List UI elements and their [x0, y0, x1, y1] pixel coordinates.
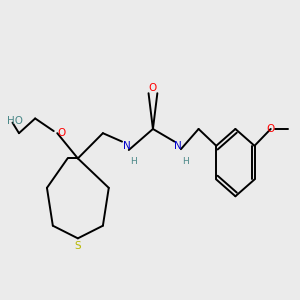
Text: N: N [174, 141, 182, 151]
Text: O: O [57, 128, 65, 138]
Text: O: O [149, 83, 157, 93]
Text: S: S [74, 241, 81, 251]
Text: HO: HO [7, 116, 23, 126]
Text: H: H [130, 157, 137, 166]
Text: O: O [267, 124, 275, 134]
Text: N: N [123, 141, 130, 151]
Text: H: H [182, 157, 189, 166]
